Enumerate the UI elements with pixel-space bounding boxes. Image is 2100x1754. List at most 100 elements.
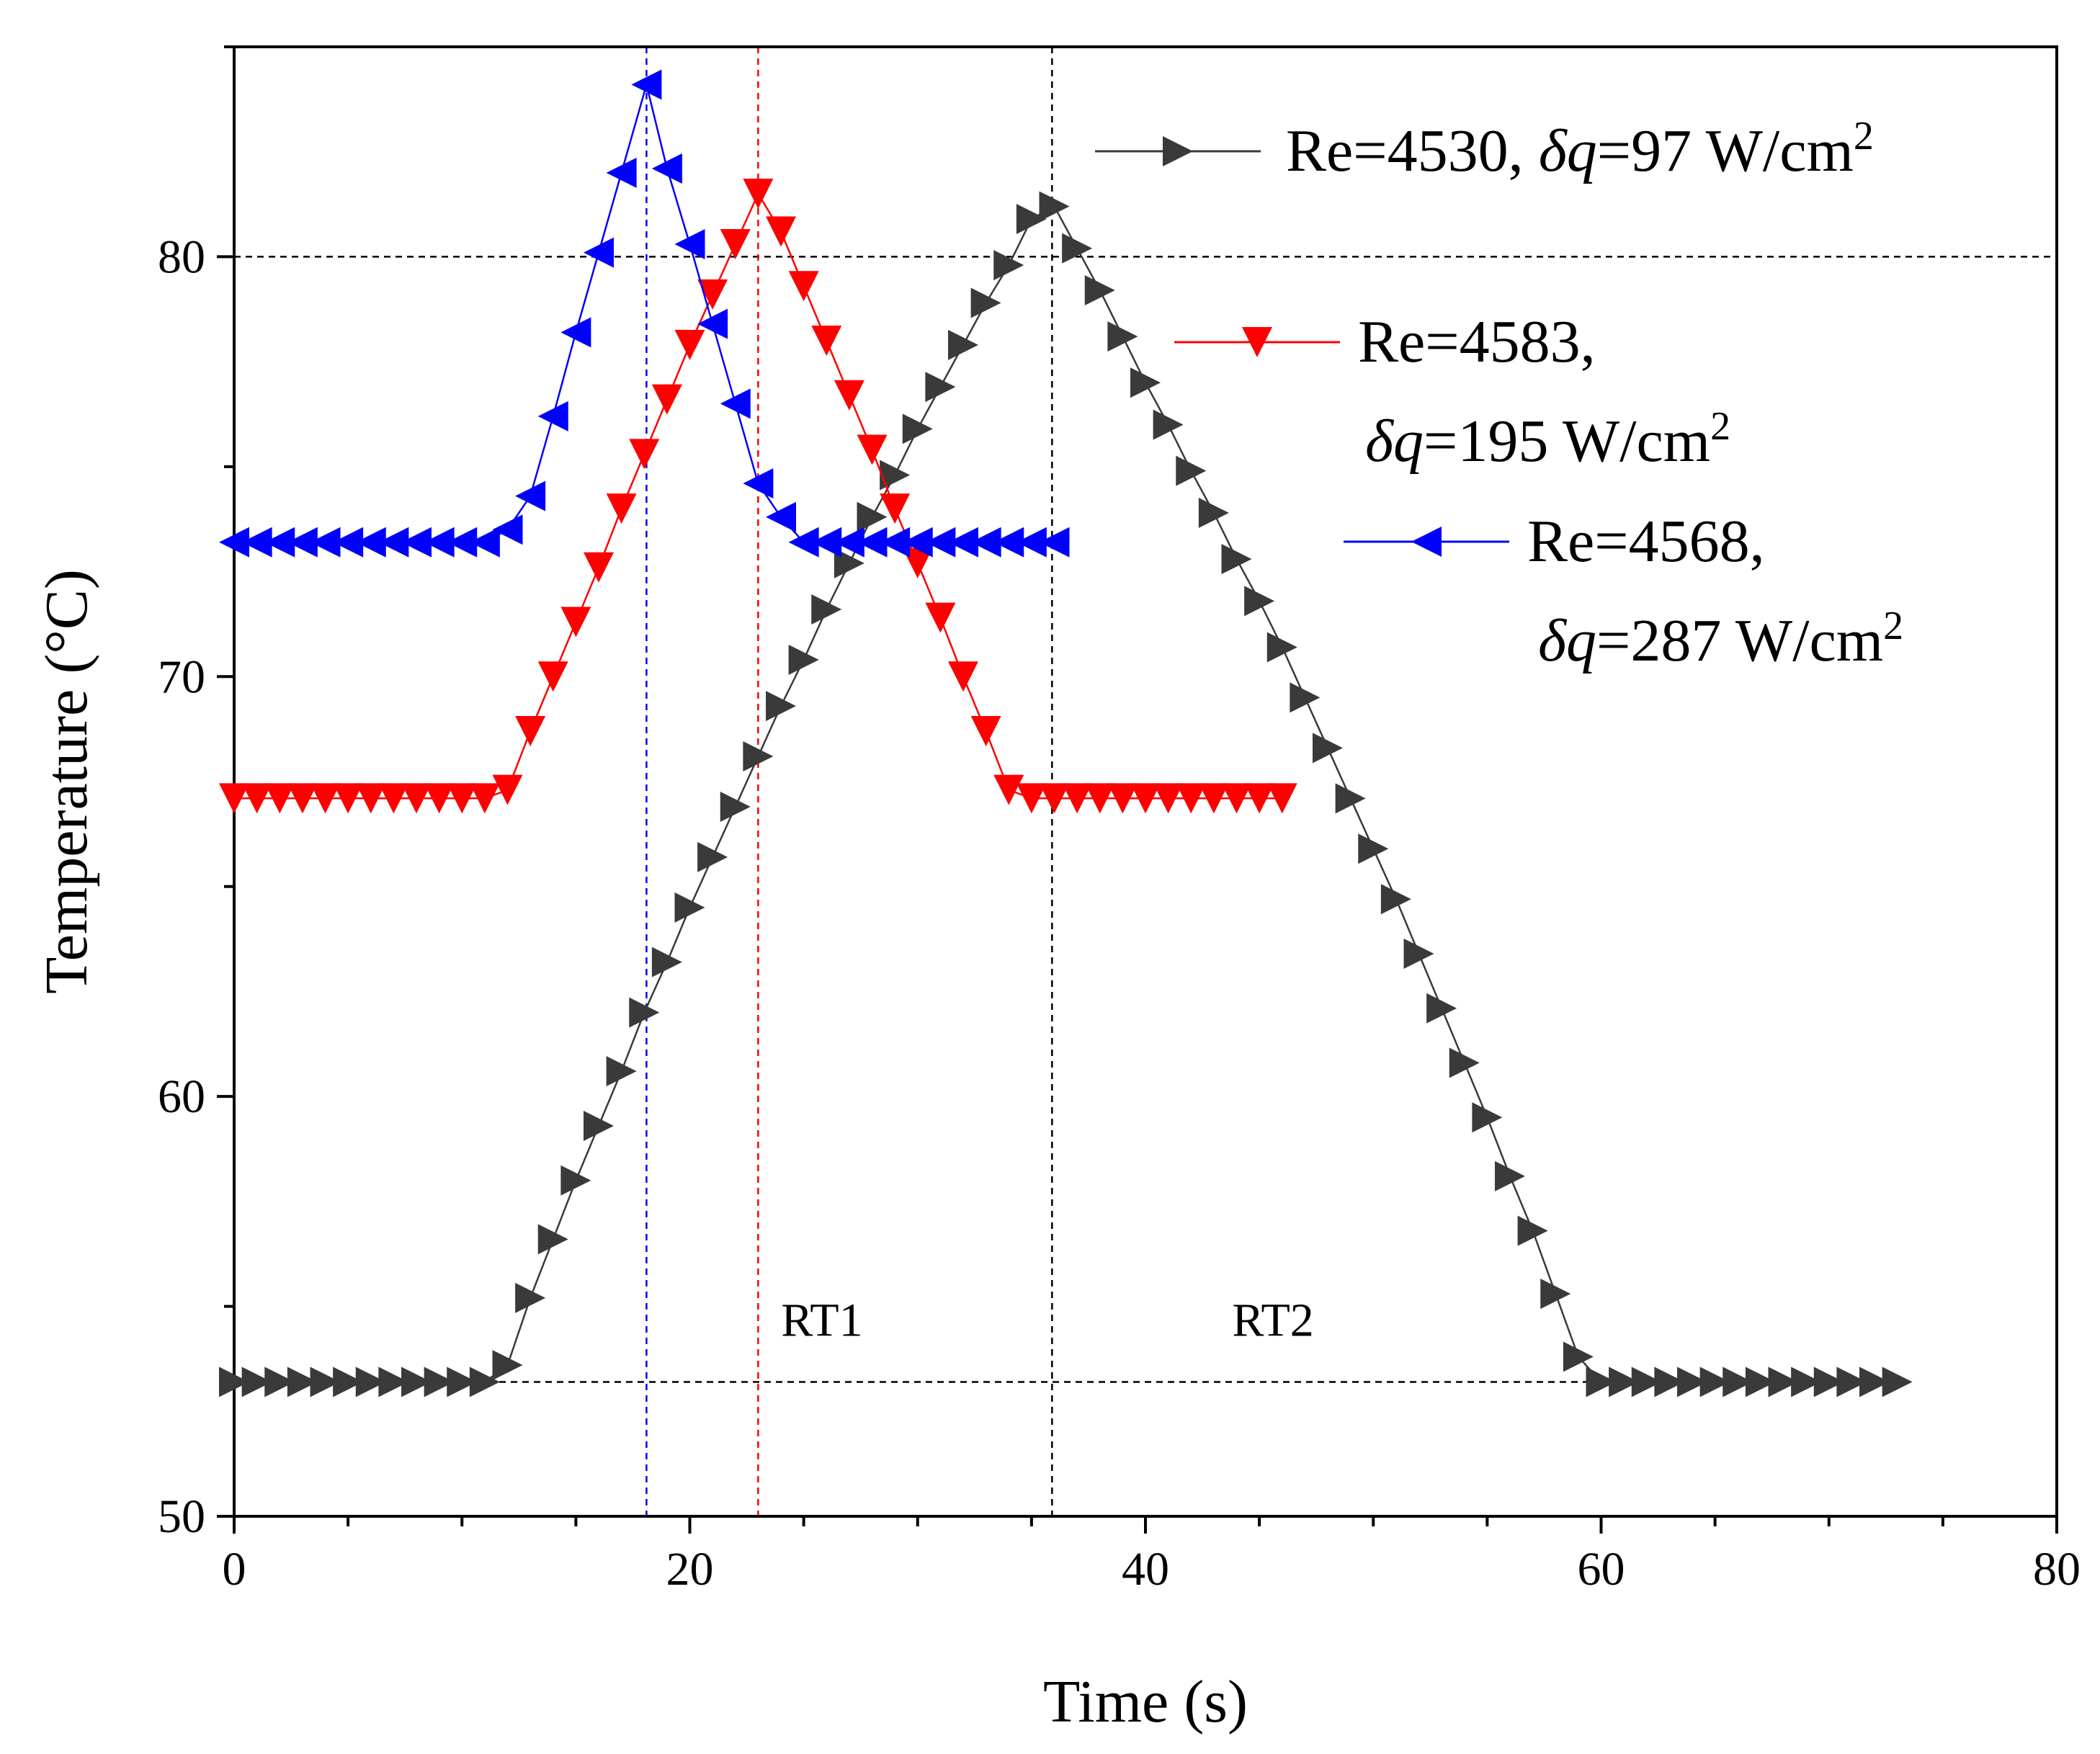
data-point xyxy=(948,527,978,558)
data-point xyxy=(1016,203,1047,234)
legend-entry-2: Re=4583, δq=195 W/cm2 xyxy=(1174,308,1730,475)
data-point xyxy=(584,1110,614,1141)
legend-marker xyxy=(1242,327,1272,357)
y-tick-label: 60 xyxy=(158,1070,205,1123)
x-tick-label: 20 xyxy=(666,1543,714,1596)
tick-labels: 0 20 40 60 80 50 60 70 80 Time (s) Temperature (°C… xyxy=(33,231,2081,1735)
data-point xyxy=(697,279,728,310)
data-point xyxy=(993,527,1024,558)
data-point xyxy=(1153,783,1184,814)
series-3 xyxy=(219,69,1070,558)
data-point xyxy=(834,380,864,411)
data-point xyxy=(743,468,774,499)
data-point xyxy=(834,527,864,558)
data-point xyxy=(970,527,1001,558)
data-point xyxy=(515,480,546,511)
y-tick-label: 80 xyxy=(158,231,205,283)
data-point xyxy=(515,1282,546,1313)
data-point xyxy=(378,783,409,814)
data-point xyxy=(1039,527,1070,558)
legend-label: Re=4530, δq=97 W/cm2 xyxy=(1286,114,1874,184)
data-point xyxy=(1677,1366,1707,1397)
data-point xyxy=(537,661,568,692)
data-point xyxy=(1563,1341,1594,1372)
data-point xyxy=(378,527,409,558)
x-tick-label: 40 xyxy=(1122,1543,1169,1596)
data-point xyxy=(1153,409,1184,440)
data-point xyxy=(902,413,933,444)
annotation-rt2: RT2 xyxy=(1232,1294,1313,1346)
data-point xyxy=(766,691,796,722)
data-point xyxy=(1062,783,1093,814)
x-tick-label: 0 xyxy=(223,1543,246,1596)
data-point xyxy=(720,791,751,822)
data-point xyxy=(1016,783,1047,814)
data-point xyxy=(1039,783,1070,814)
data-point xyxy=(1313,733,1343,764)
data-point xyxy=(219,527,249,558)
data-point xyxy=(606,1056,637,1087)
data-point xyxy=(492,774,523,805)
data-point xyxy=(788,527,819,558)
data-point xyxy=(287,783,318,814)
legend-label: Re=4568, xyxy=(1527,508,1765,575)
data-point xyxy=(1859,1366,1890,1397)
data-point xyxy=(811,326,842,356)
data-point xyxy=(743,179,774,209)
data-point xyxy=(629,439,660,470)
data-point xyxy=(1813,1366,1844,1397)
data-point xyxy=(857,501,888,532)
legend-marker xyxy=(1411,527,1442,557)
data-point xyxy=(631,69,662,100)
data-point xyxy=(606,157,637,188)
data-point xyxy=(469,527,500,558)
data-point xyxy=(424,527,455,558)
data-point xyxy=(1107,321,1138,352)
data-point xyxy=(333,1366,364,1397)
series-1 xyxy=(219,191,1913,1397)
legend-marker xyxy=(1163,136,1193,166)
data-point xyxy=(264,783,295,814)
data-point xyxy=(880,460,911,491)
data-point xyxy=(219,1366,249,1397)
data-point xyxy=(1198,783,1229,814)
data-point xyxy=(333,783,364,814)
data-series xyxy=(219,69,1913,1397)
annotation-rt1: RT1 xyxy=(781,1294,862,1346)
data-point xyxy=(378,1366,409,1397)
data-point xyxy=(925,372,956,403)
data-point xyxy=(1176,455,1207,486)
data-point xyxy=(697,841,728,872)
data-point xyxy=(651,153,682,184)
data-point xyxy=(560,1165,591,1196)
series-2 xyxy=(219,179,1297,814)
data-point xyxy=(1039,191,1070,222)
data-point xyxy=(355,1366,386,1397)
legend-label: Re=4583, xyxy=(1358,308,1596,375)
data-point xyxy=(264,1366,295,1397)
data-point xyxy=(1540,1279,1571,1310)
data-point xyxy=(720,228,751,259)
data-point xyxy=(492,1350,523,1381)
data-point xyxy=(1654,1366,1685,1397)
data-point xyxy=(606,493,637,524)
data-point xyxy=(1266,632,1297,663)
data-point xyxy=(1517,1215,1548,1246)
data-point xyxy=(1062,233,1093,264)
data-point xyxy=(1449,1047,1480,1078)
data-point xyxy=(537,401,568,431)
data-point xyxy=(651,947,682,977)
data-point xyxy=(925,602,956,633)
data-point xyxy=(447,527,478,558)
data-point xyxy=(970,716,1001,747)
data-point xyxy=(287,1366,318,1397)
reference-lines xyxy=(234,47,2057,1516)
data-point xyxy=(880,493,911,524)
data-point xyxy=(925,527,956,558)
data-point xyxy=(241,527,272,558)
series-line xyxy=(234,81,1055,544)
data-point xyxy=(333,527,364,558)
x-axis-title: Time (s) xyxy=(1043,1668,1248,1735)
data-point xyxy=(424,783,455,814)
data-point xyxy=(993,250,1024,281)
